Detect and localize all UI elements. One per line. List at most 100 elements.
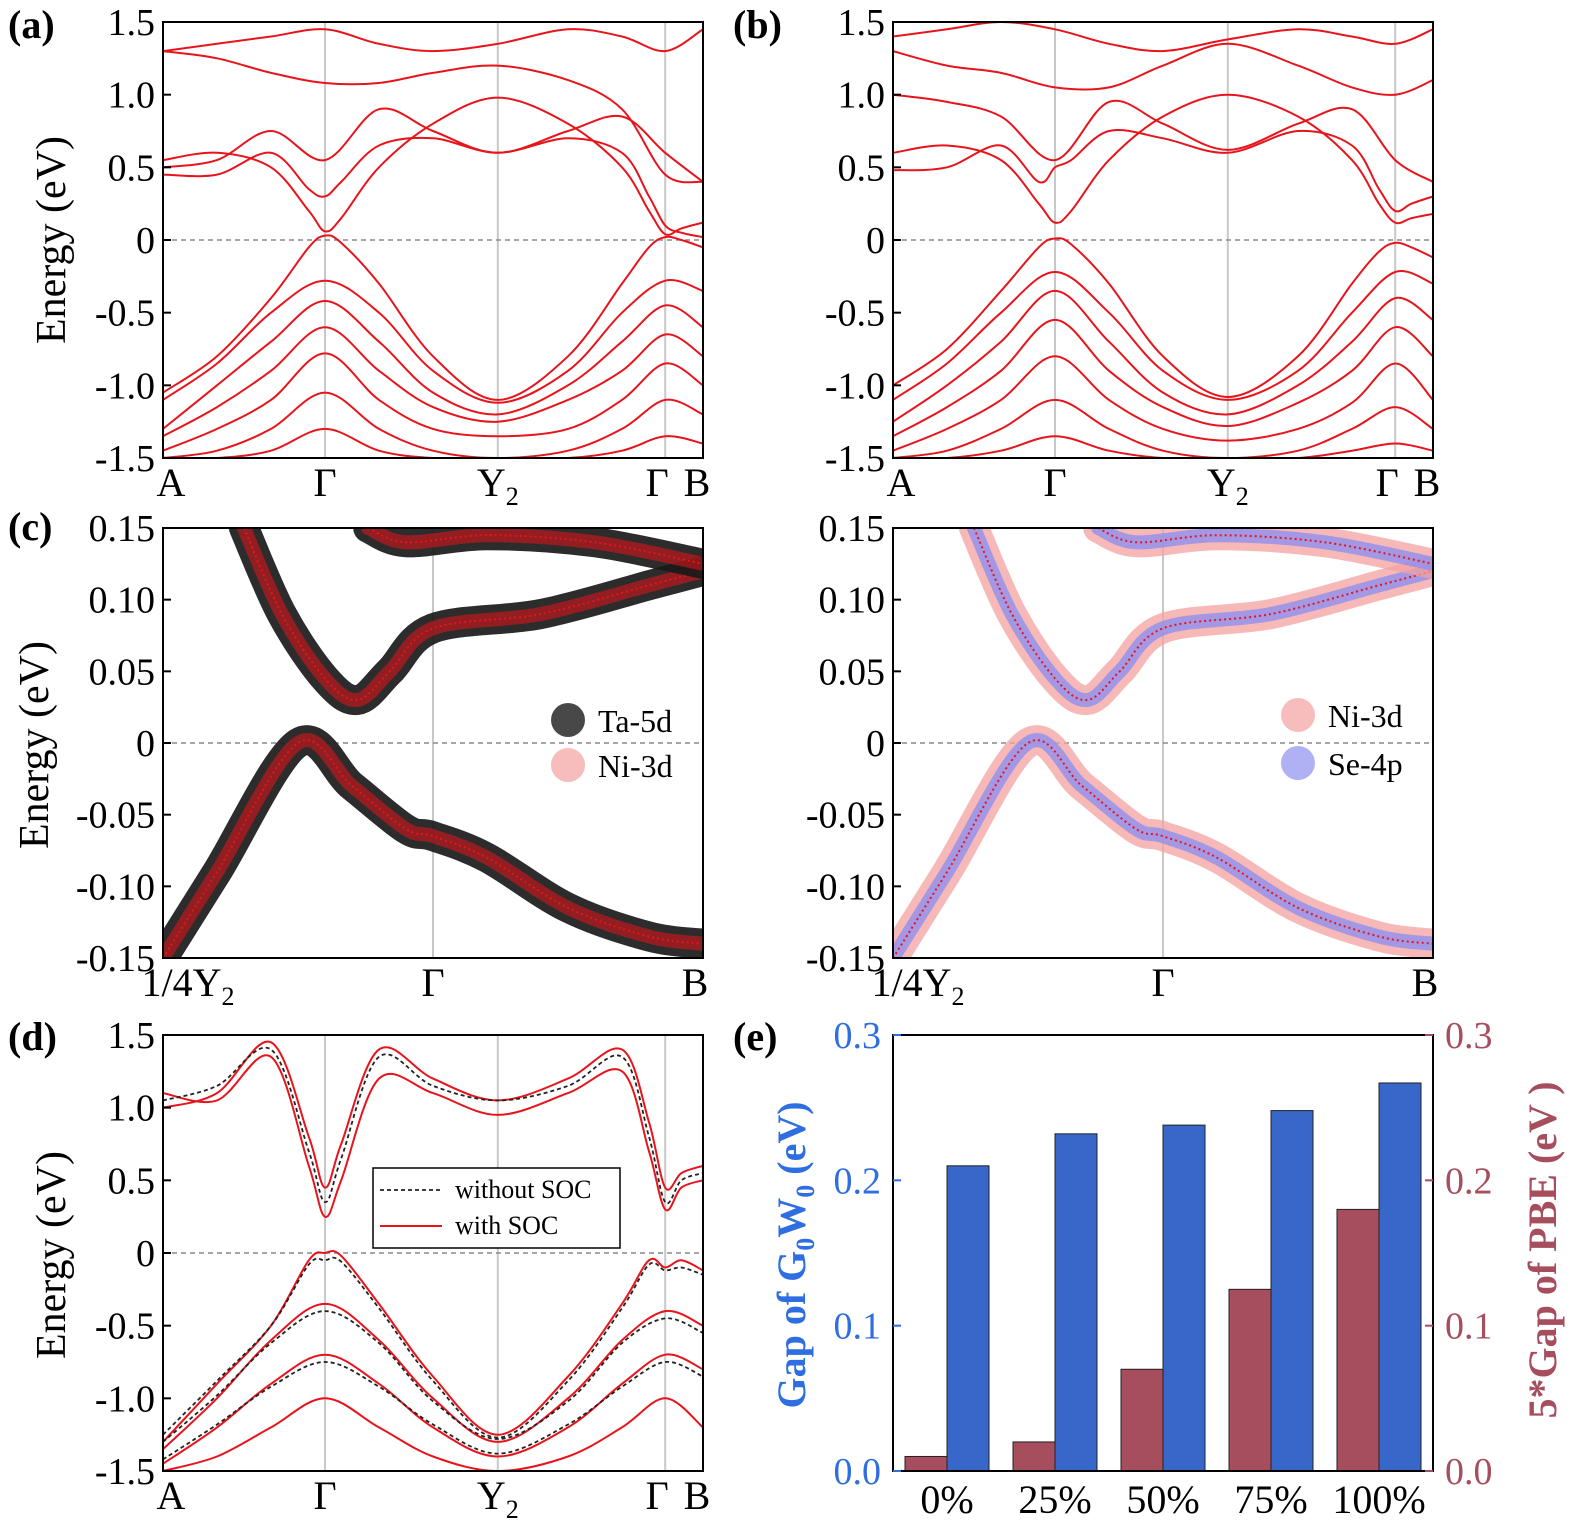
bar-g0w0-75% <box>1270 1110 1314 1472</box>
xtick-label: Y2 <box>477 460 519 511</box>
band-cb3 <box>163 107 703 183</box>
band-without-SOC-cb1 <box>163 1046 703 1205</box>
panel-label-d: (d) <box>8 1014 57 1059</box>
ytick-label: 0.05 <box>89 651 156 693</box>
ytick-label: -0.15 <box>806 938 885 980</box>
band-vb3 <box>893 289 1433 423</box>
band-vb3 <box>163 299 703 430</box>
legend-label-ni-3d: Ni-3d <box>598 748 673 784</box>
panel-label-c: (c) <box>8 504 52 549</box>
panel-c-left-yticks: -0.15 -0.10 -0.05 0 0.05 0.10 0.15 <box>76 508 171 980</box>
band-cb4 <box>893 42 1433 96</box>
ytick-label-left: 0.3 <box>834 1015 882 1057</box>
xtick-label: Γ <box>646 1473 669 1518</box>
ytick-label: -0.5 <box>95 293 155 335</box>
ytick-label: -0.05 <box>76 795 155 837</box>
ytick-label: 1.5 <box>108 1015 156 1057</box>
panel-b-xticks: A Γ Y2 Γ B <box>887 460 1441 511</box>
panel-e-left-ticks: 0.0 0.1 0.2 0.3 <box>834 1015 901 1493</box>
panel-b-yticks: -1.5 -1.0 -0.5 0 0.5 1.0 1.5 <box>825 2 901 480</box>
ytick-label: 0 <box>136 220 155 262</box>
bar-g0w0-0% <box>946 1165 990 1472</box>
ytick-label: 0.5 <box>838 147 886 189</box>
panel-a-bands <box>163 28 703 458</box>
ytick-label: -1.5 <box>825 438 885 480</box>
ytick-label: 0.10 <box>819 580 886 622</box>
legend-label-with-soc: with SOC <box>455 1211 558 1240</box>
panel-e-xticks: 0% 25% 50% 75% 100% <box>920 1477 1425 1522</box>
band-vb2 <box>163 279 703 404</box>
ytick-label: 1.5 <box>838 2 886 44</box>
ytick-label: 0.5 <box>108 147 156 189</box>
xtick-label: Y2 <box>1207 460 1249 511</box>
legend-marker-ta-5d <box>551 703 585 737</box>
fatband-core-conduction <box>237 528 703 708</box>
legend-label-without-soc: without SOC <box>455 1175 592 1204</box>
panel-a-ylabel: Energy (eV) <box>29 136 75 344</box>
xtick-label: Γ <box>313 1473 336 1518</box>
panel-e-frame <box>892 1034 1434 1472</box>
ytick-label: -0.10 <box>806 866 885 908</box>
xtick-label: Γ <box>421 960 444 1005</box>
xtick-label: A <box>157 460 186 505</box>
ytick-label: 0.15 <box>819 508 886 550</box>
ytick-label-right: 0.2 <box>1445 1160 1493 1202</box>
bar-g0w0-50% <box>1162 1124 1206 1472</box>
ytick-label: -0.5 <box>825 293 885 335</box>
band-without-SOC-vb1 <box>163 1256 703 1439</box>
panel-c-right-legend: Ni-3d Se-4p <box>1281 698 1403 782</box>
panel-e-bars <box>904 1082 1422 1472</box>
ytick-label-left: 0.1 <box>834 1306 882 1348</box>
band-cb5 <box>893 22 1433 53</box>
panel-d: -1.5-1.0-0.500.51.01.5 A Γ Y2 Γ B Energy (eV… <box>29 1015 710 1524</box>
xtick-label: Γ <box>646 460 669 505</box>
bar-pbe-25% <box>1012 1441 1056 1472</box>
panel-c-right-xticks: 1/4Y2 Γ B <box>872 960 1439 1011</box>
band-with-SOC-vb3 <box>163 1353 703 1465</box>
xtick-label: Γ <box>1043 460 1066 505</box>
xtick-label: B <box>682 960 709 1005</box>
bar-g0w0-100% <box>1378 1082 1422 1472</box>
xtick-label: 75% <box>1234 1477 1307 1522</box>
panel-d-yticks: -1.5 -1.0 -0.5 0 0.5 1.0 1.5 <box>95 1015 171 1493</box>
ytick-label: 0.5 <box>108 1160 156 1202</box>
xtick-label: B <box>684 460 711 505</box>
band-cb2 <box>893 129 1433 213</box>
ytick-label: 0.15 <box>89 508 156 550</box>
panel-c-left-bands <box>163 528 703 958</box>
ytick-label: -0.15 <box>76 938 155 980</box>
panel-c-right: -0.15 -0.10 -0.05 0 0.05 0.10 0.15 1/4Y2 Γ B Ni-… <box>806 508 1439 1011</box>
bar-g0w0-25% <box>1054 1133 1098 1472</box>
ytick-label: -1.0 <box>95 365 155 407</box>
band-vb5 <box>163 352 703 452</box>
bar-pbe-75% <box>1228 1288 1272 1472</box>
bar-pbe-50% <box>1120 1368 1164 1472</box>
panel-d-legend: without SOC with SOC <box>372 1167 621 1249</box>
band-without-SOC-vb2 <box>163 1310 703 1443</box>
band-vb4 <box>893 318 1433 438</box>
panel-a: -1.5-1.0-0.500.51.01.5 A Γ Y2 Γ B Energy (eV… <box>29 2 710 511</box>
panel-c-left-grid <box>163 528 703 958</box>
band-vb1 <box>163 234 703 401</box>
bar-pbe-0% <box>904 1455 948 1472</box>
band-cb1 <box>893 93 1433 225</box>
panel-e: 0.0 0.1 0.2 0.3 0.0 0.1 0.2 0.3 0% 25% 50% 75% 100… <box>769 1015 1565 1522</box>
band-vb5 <box>893 355 1433 452</box>
xtick-label: A <box>887 460 916 505</box>
ytick-label-left: 0.0 <box>834 1451 882 1493</box>
panel-d-ylabel: Energy (eV) <box>29 1151 75 1359</box>
ytick-label: -1.0 <box>95 1378 155 1420</box>
band-with-SOC-vb1 <box>163 1250 703 1443</box>
panel-c-right-yticks: -0.15 -0.10 -0.05 0 0.05 0.10 0.15 <box>806 508 901 980</box>
panel-b-bands <box>893 22 1433 458</box>
ytick-label: 0.05 <box>819 651 886 693</box>
xtick-label: A <box>157 1473 186 1518</box>
xtick-label: 1/4Y2 <box>872 960 965 1011</box>
band-without-SOC-vb3 <box>163 1361 703 1461</box>
panel-c-right-grid <box>893 528 1433 958</box>
xtick-label: Γ <box>1376 460 1399 505</box>
panel-e-left-ylabel: Gap of G0W0 (eV) <box>769 1101 820 1408</box>
panel-label-e: (e) <box>733 1014 777 1059</box>
panel-c-ylabel: Energy (eV) <box>12 641 58 849</box>
